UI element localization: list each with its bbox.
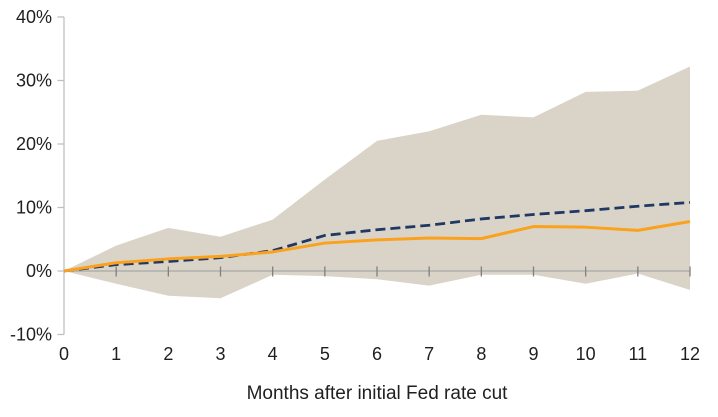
y-tick-label: 0% [26,261,52,281]
y-tick-label: 40% [16,7,52,27]
x-tick-label: 0 [59,344,69,364]
dashed-navy-line [63,201,691,273]
x-axis-title: Months after initial Fed rate cut [247,383,509,404]
x-tick-label: 3 [215,344,225,364]
x-tick-label: 4 [268,344,278,364]
x-tick-label: 12 [680,344,700,364]
y-tick-label: 20% [16,134,52,154]
solid-orange-line [63,219,691,273]
x-tick-label: 6 [372,344,382,364]
x-tick-label: 7 [424,344,434,364]
x-tick-label: 5 [320,344,330,364]
y-tick-label: -10% [10,325,52,345]
x-tick-label: 10 [576,344,596,364]
y-tick-label: 30% [16,71,52,91]
x-tick-label: 2 [163,344,173,364]
x-tick-label: 8 [476,344,486,364]
x-tick-label: 1 [111,344,121,364]
min-max-range-band [64,66,690,299]
x-tick-label: 11 [628,344,647,364]
y-tick-label: 10% [16,198,52,218]
x-tick-label: 9 [528,344,538,364]
